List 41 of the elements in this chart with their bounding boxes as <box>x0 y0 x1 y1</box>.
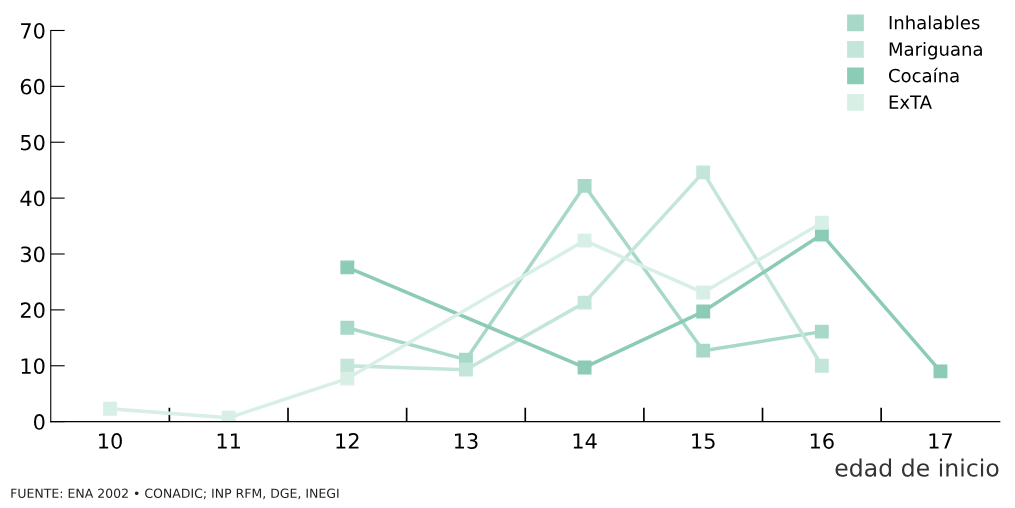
point <box>696 165 711 180</box>
point <box>577 360 592 375</box>
y-tick-label: 0 <box>34 414 45 430</box>
y-tick-label: 10 <box>21 358 45 374</box>
point <box>577 178 592 193</box>
x-tick-label: 16 <box>810 433 834 449</box>
point <box>814 215 829 230</box>
point <box>814 358 829 373</box>
point <box>933 364 948 379</box>
point <box>103 401 118 416</box>
point <box>340 358 355 373</box>
source-note: FUENTE: ENA 2002 • CONADIC; INP RFM, DGE, INEGI <box>11 488 339 500</box>
y-tick-label: 30 <box>20 246 45 263</box>
x-axis-title: edad de inicio <box>835 458 999 477</box>
point <box>340 371 355 386</box>
point <box>696 343 711 358</box>
y-tick-label: 60 <box>20 78 45 95</box>
x-tick-label: 11 <box>217 433 241 449</box>
point <box>696 304 711 319</box>
point <box>459 362 473 377</box>
legend-label: ExTA <box>889 95 932 109</box>
x-tick-label: 10 <box>99 433 122 449</box>
x-tick-label: 17 <box>929 433 952 449</box>
y-tick-label: 70 <box>21 22 45 39</box>
x-tick-label: 12 <box>336 433 359 449</box>
x-tick-label: 15 <box>692 433 715 449</box>
y-tick-label: 50 <box>20 134 45 151</box>
point <box>340 320 355 335</box>
x-tick-label: 13 <box>454 433 478 449</box>
y-tick-label: 20 <box>20 302 45 319</box>
x-tick-label: 14 <box>573 433 597 449</box>
y-tick-label: 40 <box>20 190 45 207</box>
point <box>696 285 711 300</box>
point <box>577 233 592 248</box>
point <box>340 260 355 275</box>
point <box>221 410 236 422</box>
point <box>814 324 829 339</box>
point <box>577 295 592 310</box>
legend-label: Cocaína <box>888 67 959 83</box>
legend-label: Mariguana <box>889 41 982 60</box>
legend-label: Inhalables <box>889 15 980 30</box>
